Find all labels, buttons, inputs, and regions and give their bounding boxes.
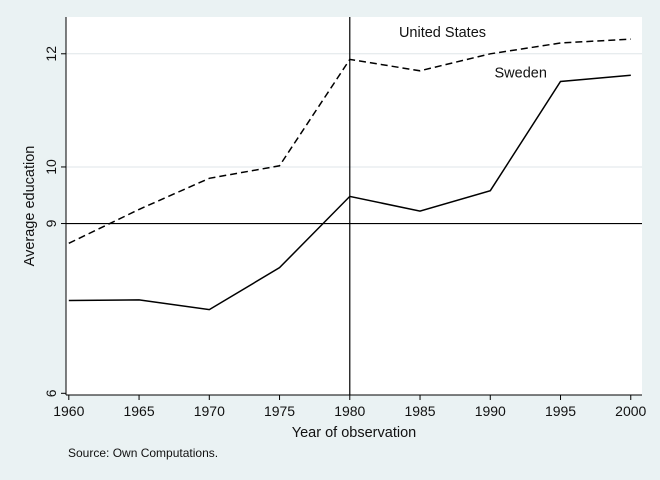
axes: 1960 1965 1970 1975 1980 1985 1990 1995 2000 6 9 10… <box>43 17 647 419</box>
gridlines <box>66 53 642 168</box>
x-tick-label-1970: 1970 <box>194 403 225 419</box>
x-tick-label-1975: 1975 <box>264 403 295 419</box>
x-tick-label-1990: 1990 <box>475 403 506 419</box>
y-tick-label-6: 6 <box>43 389 59 397</box>
reference-lines <box>66 17 642 395</box>
x-tick-label-1960: 1960 <box>53 403 84 419</box>
series-line-sweden <box>68 74 631 311</box>
y-tick-label-12: 12 <box>43 46 59 62</box>
x-axis-title: Year of observation <box>292 425 416 441</box>
x-tick-label-1995: 1995 <box>545 403 576 419</box>
source-note: Source: Own Computations. <box>68 446 218 460</box>
x-tick-label-1980: 1980 <box>334 403 365 419</box>
series-lines <box>68 38 631 311</box>
y-axis-title: Average education <box>22 146 38 267</box>
y-tick-label-10: 10 <box>43 159 59 175</box>
series-label-united-states: United States <box>399 25 486 41</box>
plot-area <box>66 17 642 395</box>
series-labels: United States Sweden <box>399 25 547 82</box>
x-tick-label-2000: 2000 <box>615 403 646 419</box>
x-tick-label-1985: 1985 <box>404 403 435 419</box>
series-line-united-states <box>68 38 631 244</box>
x-tick-label-1965: 1965 <box>123 403 154 419</box>
y-tick-label-9: 9 <box>43 219 59 227</box>
series-label-sweden: Sweden <box>494 66 546 82</box>
